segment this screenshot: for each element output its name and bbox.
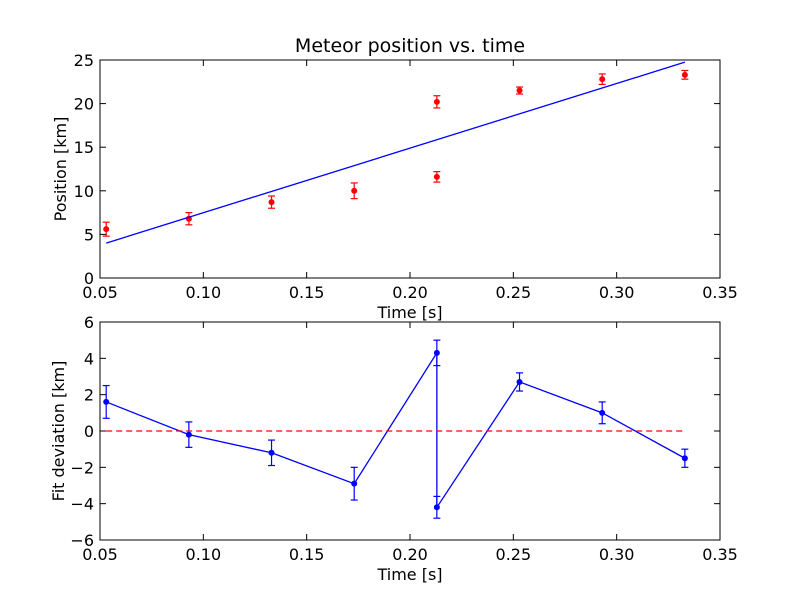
position-y-tick-label: 20 bbox=[74, 95, 94, 114]
deviation-data-point bbox=[185, 431, 192, 438]
deviation-y-tick-label: −4 bbox=[70, 495, 94, 514]
position-x-tick-label: 0.20 bbox=[392, 283, 428, 302]
deviation-x-tick-label: 0.25 bbox=[496, 545, 532, 564]
position-y-tick-label: 25 bbox=[74, 51, 94, 70]
deviation-data-point bbox=[351, 480, 358, 487]
position-data-point bbox=[599, 76, 606, 83]
position-plot-y-axis-label: Position [km] bbox=[51, 117, 70, 222]
deviation-x-tick-label: 0.10 bbox=[186, 545, 222, 564]
deviation-data-point bbox=[516, 378, 523, 385]
deviation-y-tick-label: 0 bbox=[84, 422, 94, 441]
deviation-y-tick-label: 6 bbox=[84, 313, 94, 332]
position-data-point bbox=[433, 173, 440, 180]
position-data-point bbox=[516, 87, 523, 94]
position-x-tick-label: 0.30 bbox=[599, 283, 635, 302]
position-y-tick-label: 0 bbox=[84, 269, 94, 288]
position-x-tick-label: 0.15 bbox=[289, 283, 325, 302]
deviation-x-tick-label: 0.05 bbox=[82, 545, 118, 564]
deviation-x-tick-label: 0.15 bbox=[289, 545, 325, 564]
position-y-tick-label: 15 bbox=[74, 138, 94, 157]
deviation-data-point bbox=[599, 409, 606, 416]
position-x-tick-label: 0.05 bbox=[82, 283, 118, 302]
deviation-data-point bbox=[681, 455, 688, 462]
position-y-tick-label: 10 bbox=[74, 182, 94, 201]
deviation-x-tick-label: 0.30 bbox=[599, 545, 635, 564]
position-x-tick-label: 0.25 bbox=[496, 283, 532, 302]
position-plot-panel: Meteor position vs. time Time [s] Positi… bbox=[51, 35, 738, 322]
position-data-point bbox=[351, 187, 358, 194]
linear-fit-line bbox=[106, 61, 686, 244]
deviation-x-tick-label: 0.20 bbox=[392, 545, 428, 564]
position-y-tick-label: 5 bbox=[84, 225, 94, 244]
deviation-y-tick-label: 4 bbox=[84, 349, 94, 368]
position-data-point bbox=[268, 199, 275, 206]
deviation-data-point bbox=[103, 398, 110, 405]
position-data-point bbox=[103, 226, 110, 233]
position-x-tick-label: 0.10 bbox=[186, 283, 222, 302]
deviation-plot-y-axis-label: Fit deviation [km] bbox=[49, 361, 68, 502]
position-data-point bbox=[681, 71, 688, 78]
position-plot-frame bbox=[99, 59, 721, 279]
deviation-data-point bbox=[268, 449, 275, 456]
deviation-plot-area bbox=[102, 339, 689, 519]
deviation-y-tick-label: −6 bbox=[70, 531, 94, 550]
deviation-y-tick-label: 2 bbox=[84, 386, 94, 405]
position-plot-area bbox=[102, 61, 689, 244]
deviation-data-point bbox=[433, 349, 440, 356]
position-x-tick-label: 0.35 bbox=[702, 283, 738, 302]
deviation-y-tick-label: −2 bbox=[70, 458, 94, 477]
position-plot-title: Meteor position vs. time bbox=[295, 35, 525, 57]
deviation-data-point bbox=[433, 504, 440, 511]
position-data-point bbox=[433, 98, 440, 105]
deviation-plot-panel: Time [s] Fit deviation [km] 0.05 0.10 0.15… bbox=[49, 313, 738, 584]
position-plot-x-axis-label: Time [s] bbox=[376, 303, 442, 322]
deviation-plot-x-axis-label: Time [s] bbox=[376, 565, 442, 584]
deviation-x-tick-label: 0.35 bbox=[702, 545, 738, 564]
deviation-plot-frame bbox=[99, 321, 721, 541]
